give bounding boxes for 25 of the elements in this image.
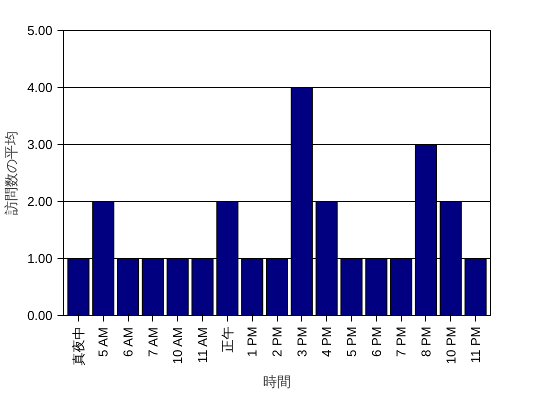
y-tick-label: 0.00 <box>27 308 53 323</box>
x-tick-label: 2 PM <box>270 326 284 357</box>
x-tick-label: 8 PM <box>418 326 434 357</box>
x-axis-title: 時間 <box>263 374 291 390</box>
y-axis-title: 訪問数の平均 <box>3 131 20 215</box>
y-tick-label: 5.00 <box>27 23 53 38</box>
x-tick-label: 10 AM <box>170 327 186 364</box>
x-tick-label: 6 PM <box>368 326 384 357</box>
x-tick-label: 真夜中 <box>70 326 86 366</box>
x-tick-label: 7 PM <box>394 326 409 357</box>
x-tick-label: 正午 <box>220 326 235 352</box>
x-tick-label: 5 PM <box>344 326 359 357</box>
x-tick-label: 11 PM <box>468 326 484 364</box>
y-tick-label: 1.00 <box>27 251 53 266</box>
x-tick-label: 11 AM <box>195 327 210 364</box>
x-tick-label: 5 AM <box>96 327 111 357</box>
x-tick-label: 6 AM <box>120 327 136 357</box>
x-tick-label: 10 PM <box>443 326 458 364</box>
x-tick-label: 3 PM <box>294 326 310 357</box>
x-tick-label: 1 PM <box>244 326 260 357</box>
x-tick-label: 4 PM <box>319 326 334 357</box>
y-tick-label: 2.00 <box>27 194 53 209</box>
y-tick-label: 4.00 <box>27 80 53 95</box>
y-tick-label: 3.00 <box>27 137 53 152</box>
x-tick-label: 7 AM <box>145 327 160 357</box>
